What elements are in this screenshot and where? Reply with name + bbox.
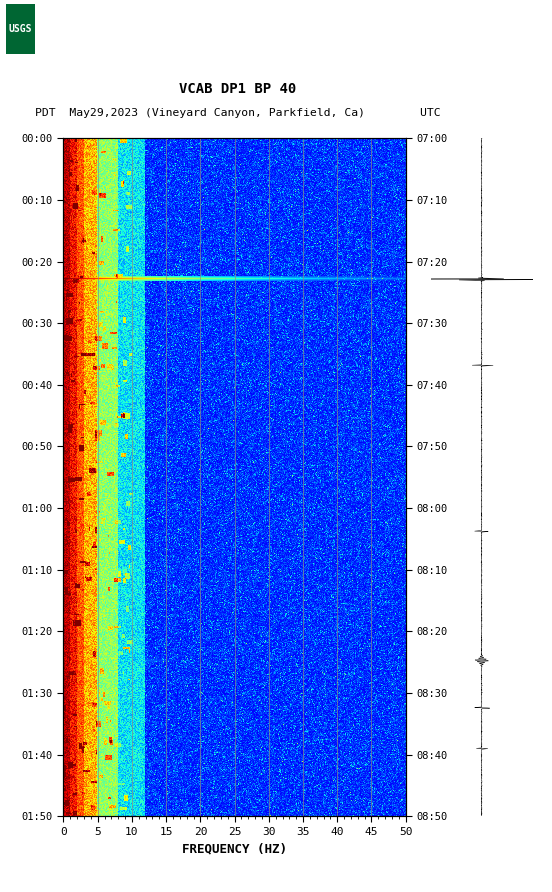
- FancyBboxPatch shape: [6, 4, 35, 54]
- Text: USGS: USGS: [9, 24, 32, 34]
- Text: PDT  May29,2023 (Vineyard Canyon, Parkfield, Ca)        UTC: PDT May29,2023 (Vineyard Canyon, Parkfie…: [35, 108, 440, 118]
- Text: VCAB DP1 BP 40: VCAB DP1 BP 40: [179, 82, 296, 96]
- X-axis label: FREQUENCY (HZ): FREQUENCY (HZ): [182, 842, 287, 855]
